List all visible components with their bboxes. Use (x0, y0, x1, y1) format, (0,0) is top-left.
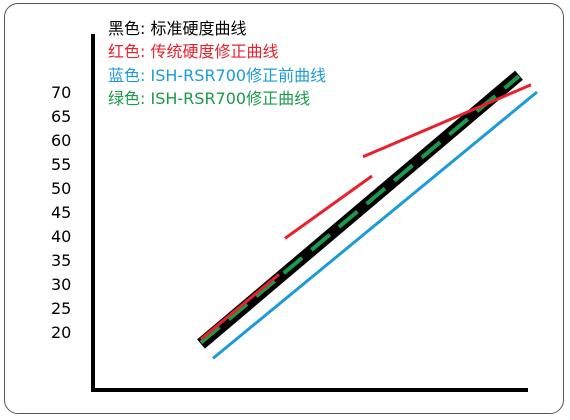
y-tick-label: 30 (51, 275, 71, 294)
legend-key: 红色: (108, 42, 150, 61)
series-line (200, 273, 280, 341)
legend-label: 传统硬度修正曲线 (150, 42, 278, 61)
legend-key: 蓝色: (108, 66, 150, 85)
y-tick-label: 35 (51, 251, 71, 270)
series-line (199, 74, 521, 345)
legend-label: ISH-RSR700修正曲线 (150, 89, 310, 108)
series-line (362, 83, 532, 159)
y-tick-label: 40 (51, 227, 71, 246)
y-tick-label: 20 (51, 323, 71, 342)
legend-entry: 绿色: ISH-RSR700修正曲线 (108, 89, 310, 108)
y-tick-label: 65 (51, 107, 71, 126)
y-tick-label: 55 (51, 155, 71, 174)
legend-entry: 红色: 传统硬度修正曲线 (108, 42, 279, 61)
legend-label: 标准硬度曲线 (150, 19, 246, 38)
series-line (197, 70, 523, 349)
legend-key: 黑色: (108, 19, 150, 38)
series-line (212, 90, 538, 360)
axes (91, 34, 528, 392)
y-tick-labels: 70 65 60 55 50 45 40 35 30 25 20 (51, 83, 71, 342)
legend-key: 绿色: (108, 89, 150, 108)
legend-entry: 蓝色: ISH-RSR700修正前曲线 (108, 66, 326, 85)
y-tick-label: 45 (51, 203, 71, 222)
legend-entry: 黑色: 标准硬度曲线 (108, 19, 247, 38)
legend-label: ISH-RSR700修正前曲线 (150, 66, 326, 85)
y-tick-label: 70 (51, 83, 71, 102)
y-tick-label: 25 (51, 299, 71, 318)
chart-frame: 70 65 60 55 50 45 40 35 30 25 20 黑色: 标准硬度曲线 红色: 传统硬… (4, 3, 564, 414)
y-tick-label: 50 (51, 179, 71, 198)
y-tick-label: 60 (51, 131, 71, 150)
series-line (284, 174, 373, 240)
series-lines (197, 70, 538, 360)
